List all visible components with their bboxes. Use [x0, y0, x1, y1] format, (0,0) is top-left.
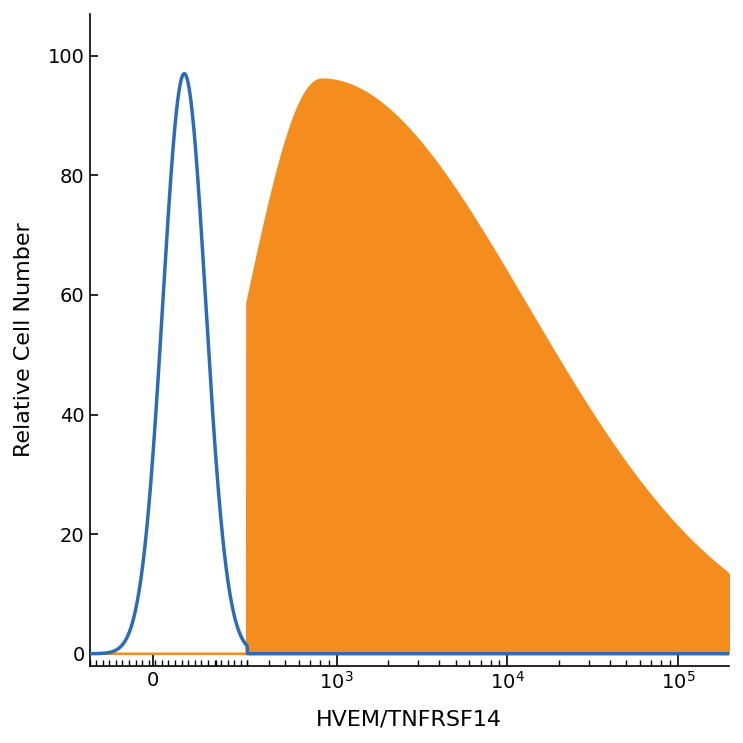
Y-axis label: Relative Cell Number: Relative Cell Number — [14, 222, 34, 457]
X-axis label: HVEM/TNFRSF14: HVEM/TNFRSF14 — [317, 709, 502, 729]
